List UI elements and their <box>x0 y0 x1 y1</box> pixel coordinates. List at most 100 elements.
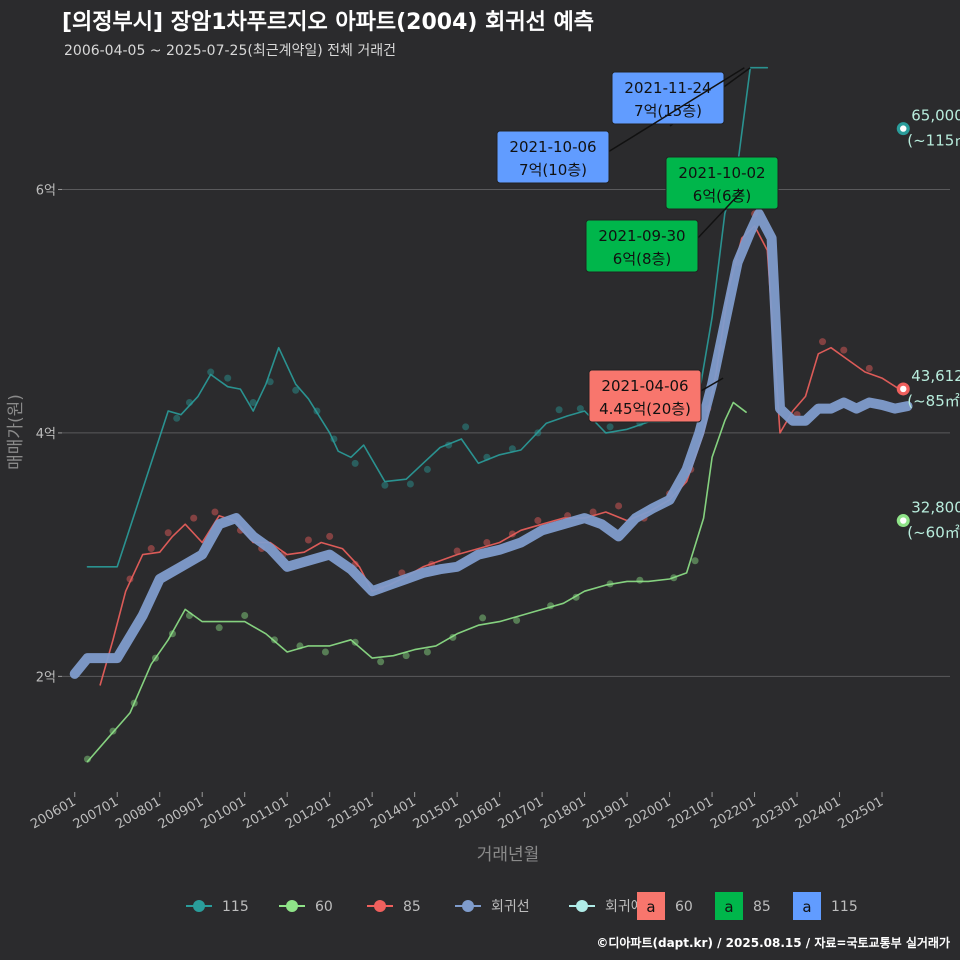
scatter-point <box>576 405 584 413</box>
legend-label: 회귀선 <box>491 899 530 915</box>
scatter-point <box>406 480 414 488</box>
scatter-point <box>423 465 431 473</box>
x-tick-label: 202401 <box>793 794 843 832</box>
legend-label: 85 <box>403 899 421 915</box>
annotation-text: 4.45억(20층) <box>599 400 691 418</box>
y-tick-label: 4억 <box>36 427 56 442</box>
legend-item-2: 85 <box>367 899 421 915</box>
legend-swatch-dot <box>576 900 588 912</box>
scatter-point <box>462 423 470 431</box>
endpoint-value: 65,000 <box>911 107 960 125</box>
x-tick-label: 200601 <box>28 794 78 832</box>
legend-item-1: 60 <box>279 899 333 915</box>
y-axis: 2억 4억 6억 <box>36 183 62 685</box>
endpoint-area: (~60㎡) <box>907 524 960 542</box>
scatter-point <box>513 616 521 624</box>
legend-swatch-dot <box>462 900 474 912</box>
page-title: [의정부시] 장암1차푸르지오 아파트(2004) 회귀선 예측 <box>62 10 594 35</box>
legend-label-glyph: a <box>646 898 655 916</box>
annotation-date: 2021-09-30 <box>598 227 685 245</box>
annotation-text: 6억(6층) <box>693 187 751 205</box>
annotation-leader <box>607 67 745 153</box>
scatter-point <box>508 445 516 453</box>
x-tick-label: 202301 <box>751 794 801 832</box>
x-tick-label: 201101 <box>241 794 291 832</box>
scatter-point <box>249 398 257 406</box>
legend-label: 115 <box>222 899 249 915</box>
y-tick-label: 2억 <box>36 670 56 685</box>
x-tick-label: 202201 <box>708 794 758 832</box>
legend-label-text: 60 <box>675 899 693 915</box>
series-line <box>86 66 769 568</box>
scatter-point <box>83 755 91 763</box>
series-line <box>86 401 747 763</box>
annotation-box <box>611 71 725 125</box>
legend-label-swatch <box>715 892 743 920</box>
x-tick-label: 201501 <box>411 794 461 832</box>
scatter-point <box>292 386 300 394</box>
scatter-point <box>534 517 542 525</box>
x-tick-label: 201701 <box>496 794 546 832</box>
endpoint-dot-center <box>900 385 907 393</box>
legend-label-glyph: a <box>724 898 733 916</box>
scatter-point <box>615 502 623 510</box>
x-tick-label: 200901 <box>156 794 206 832</box>
annotation-text: 6억(8층) <box>613 250 671 268</box>
scatter-point <box>207 368 215 376</box>
endpoint-area: (~115㎡) <box>907 132 960 150</box>
y-axis-label: 매매가(원) <box>6 394 26 470</box>
x-axis: 2006012007012008012009012010012011012012… <box>28 792 886 832</box>
legend-swatch-dot <box>286 900 298 912</box>
scatter-point <box>266 378 274 386</box>
endpoint-dot-center <box>900 517 907 524</box>
series-2 <box>99 210 900 686</box>
annotation-text: 7억(15층) <box>634 102 702 120</box>
scatter-point <box>215 624 223 632</box>
endpoint-layer: 65,000 (~115㎡) 43,612 (~85㎡) 32,800 (~60㎡) <box>896 107 960 542</box>
legend-label-swatch <box>793 892 821 920</box>
scatter-point <box>241 611 249 619</box>
legend-label-text: 115 <box>831 899 858 915</box>
annotation-date: 2021-11-24 <box>624 79 711 97</box>
scatter-point <box>483 538 491 546</box>
x-tick-label: 201601 <box>453 794 503 832</box>
scatter-point <box>164 529 172 537</box>
legend-label: 60 <box>315 899 333 915</box>
scatter-point <box>423 648 431 656</box>
scatter-point <box>691 557 699 565</box>
endpoint-value: 43,612 <box>911 367 960 385</box>
scatter-point <box>173 414 181 422</box>
legend-swatch-dot <box>374 900 386 912</box>
legend-label-text: 85 <box>753 899 771 915</box>
scatter-point <box>381 481 389 489</box>
x-tick-label: 201801 <box>538 794 588 832</box>
series-3 <box>69 208 913 679</box>
scatter-point <box>211 508 219 516</box>
endpoint-1: 43,612 (~85㎡) <box>896 367 960 410</box>
scatter-point <box>636 576 644 584</box>
annotation-box <box>585 219 699 273</box>
x-tick-label: 200701 <box>71 794 121 832</box>
annotation-leader <box>695 188 745 241</box>
scatter-point <box>147 545 155 553</box>
x-tick-label: 201001 <box>198 794 248 832</box>
x-axis-label: 거래년월 <box>477 845 540 865</box>
annotation-0: 2021-11-24 7억(15층) <box>611 67 751 127</box>
endpoint-value: 32,800 <box>911 499 960 517</box>
x-tick-label: 202501 <box>836 794 886 832</box>
scatter-point <box>402 652 410 660</box>
annotation-box <box>665 156 779 210</box>
x-tick-label: 201301 <box>326 794 376 832</box>
annotation-date: 2021-04-06 <box>601 377 688 395</box>
endpoint-2: 32,800 (~60㎡) <box>896 499 960 542</box>
legend-label-item-0: a 60 <box>637 892 693 920</box>
scatter-point <box>326 532 334 540</box>
series-line <box>99 225 900 686</box>
scatter-point <box>304 536 312 544</box>
page-subtitle: 2006-04-05 ~ 2025-07-25(최근계약일) 전체 거래건 <box>64 43 396 59</box>
grid <box>62 188 950 677</box>
scatter-point <box>589 508 597 516</box>
annotation-box <box>496 130 610 184</box>
series-1 <box>83 401 747 763</box>
